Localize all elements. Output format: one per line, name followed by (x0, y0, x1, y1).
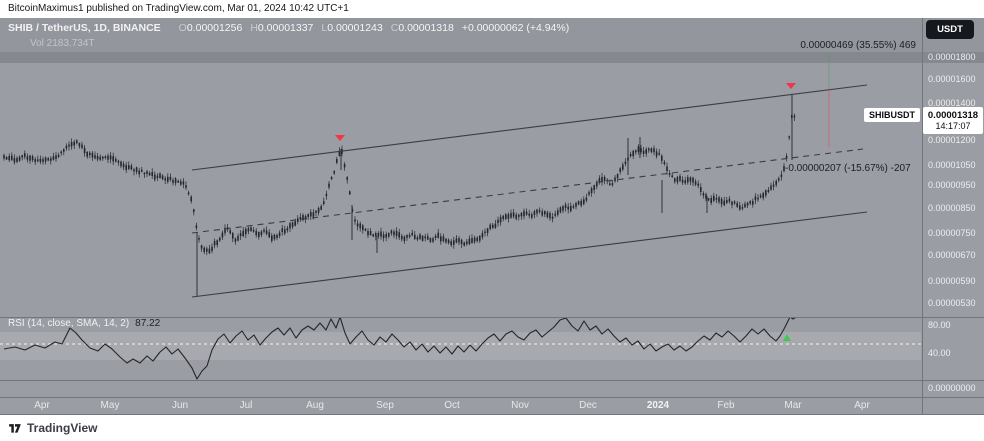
symbol-legend[interactable]: SHIB / TetherUS, 1D, BINANCE O0.00001256 H… (8, 22, 569, 34)
month-label: Dec (579, 400, 597, 411)
rsi-tick-label: 40.00 (928, 347, 951, 358)
symbol-title[interactable]: SHIB / TetherUS, 1D, BINANCE (8, 22, 161, 34)
ohlc-number: 0.00001337 (257, 22, 314, 34)
symbol-price-tag[interactable]: SHIBUSDT (863, 108, 920, 122)
price-axis[interactable]: USDT 0.00001800 0.00001600 0.00001400 0.000… (923, 18, 984, 415)
rsi-title-text: RSI (14, close, SMA, 14, 2) (8, 318, 130, 329)
price-tick-label: 0.00001800 (928, 51, 976, 62)
month-label: Apr (854, 400, 870, 411)
price-tick-label: 0.00001600 (928, 73, 976, 84)
attribution-text: BitcoinMaximus1 published on TradingView… (8, 3, 349, 14)
rsi-legend[interactable]: RSI (14, close, SMA, 14, 2) 87.22 (8, 318, 160, 329)
month-label: Oct (444, 400, 460, 411)
month-label: 2024 (646, 400, 670, 411)
ohlc-values: O0.00001256 H0.00001337 L0.00001243 C0.0000… (171, 22, 454, 34)
current-price-label[interactable]: 0.00001318 14:17:07 (923, 107, 983, 134)
chart-toolbar-strip (0, 52, 984, 63)
chart-canvas[interactable] (0, 18, 984, 415)
month-label: Feb (717, 400, 735, 411)
zero-tick-label: 0.00000000 (928, 382, 976, 393)
month-label: Jul (239, 400, 253, 411)
rsi-value: 87.22 (135, 318, 161, 329)
measure-loss-label: -0.00000207 (-15.67%) -207 (785, 163, 911, 174)
ohlc-letter: H (250, 22, 258, 34)
channel-lower-line[interactable] (191, 211, 868, 298)
price-tick-label: 0.00000950 (928, 179, 976, 190)
tradingview-brand-text: TradingView (27, 421, 98, 435)
sell-arrow-icon[interactable] (786, 83, 796, 89)
month-label: May (100, 400, 120, 411)
tradingview-brand-link[interactable]: TradingView (8, 421, 97, 435)
rsi-line (3, 318, 796, 380)
currency-toggle-button[interactable]: USDT (926, 20, 974, 39)
ohlc-number: 0.00001243 (327, 22, 383, 34)
volume-legend[interactable]: Vol 2183.734T (30, 38, 95, 49)
time-axis[interactable]: Apr May Jun Jul Aug Sep Oct Nov Dec 2024 Feb Mar Apr (0, 398, 922, 415)
month-label: Sep (376, 400, 394, 411)
month-label: Nov (511, 400, 529, 411)
price-tick-label: 0.00000750 (928, 227, 976, 238)
channel-upper-line[interactable] (191, 84, 868, 171)
ohlc-number: 0.00001256 (186, 22, 243, 34)
price-tick-label: 0.00001050 (928, 159, 976, 170)
price-tick-label: 0.00001400 (928, 97, 976, 108)
rsi-tick-label: 80.00 (928, 319, 951, 330)
footer-bar: TradingView (0, 415, 984, 441)
ohlc-letter: L (321, 22, 328, 34)
price-tick-label: 0.00000530 (928, 297, 976, 308)
month-label: Mar (784, 400, 802, 411)
rsi-buy-arrow-icon[interactable] (783, 334, 791, 341)
channel-mid-dashed-line[interactable] (191, 148, 864, 234)
chart-shell: SHIB / TetherUS, 1D, BINANCE O0.00001256 H… (0, 18, 984, 415)
price-tick-label: 0.00000590 (928, 275, 976, 286)
ohlc-number: 0.00001318 (398, 22, 454, 34)
measure-gain-label: 0.00000469 (35.55%) 469 (800, 40, 916, 51)
ohlc-letter: O (178, 22, 187, 34)
price-tick-label: 0.00000670 (928, 249, 976, 260)
current-price-value: 0.00001318 (927, 110, 979, 121)
chart-header-band (0, 18, 984, 52)
month-label: Apr (34, 400, 50, 411)
bar-countdown: 14:17:07 (935, 121, 971, 131)
ohlc-letter: C (390, 22, 399, 34)
change-value: +0.00000062 (+4.94%) (461, 22, 570, 34)
rsi-band (0, 332, 921, 360)
price-tick-label: 0.00000850 (928, 202, 976, 213)
price-tick-label: 0.00001200 (928, 134, 976, 145)
sell-arrow-icon[interactable] (335, 135, 345, 141)
candles (3, 95, 796, 297)
month-label: Jun (171, 400, 189, 411)
tradingview-logo-icon (9, 424, 21, 433)
month-label: Aug (306, 400, 324, 411)
